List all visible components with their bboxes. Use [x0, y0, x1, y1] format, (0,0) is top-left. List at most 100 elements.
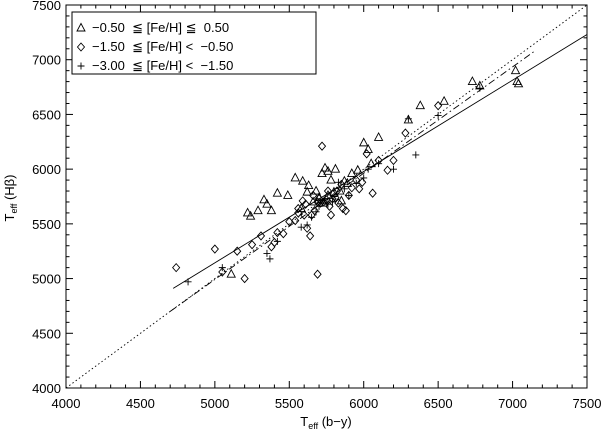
data-point-diamond: [313, 269, 322, 279]
data-point-diamond: [332, 186, 342, 196]
data-point-plus: [263, 249, 271, 257]
data-point-plus: [330, 193, 338, 200]
data-point-triangle: [513, 78, 524, 88]
data-point-plus: [273, 237, 281, 245]
data-point-triangle: [259, 194, 269, 204]
data-point-triangle: [467, 76, 478, 86]
legend-marker-plus: [77, 62, 85, 70]
data-point-plus: [340, 185, 348, 193]
y-tick-label: 5000: [32, 272, 61, 287]
data-point-diamond: [434, 100, 443, 111]
data-point-diamond: [267, 242, 276, 252]
data-point-diamond: [300, 210, 309, 220]
data-point-plus: [375, 160, 383, 168]
data-point-plus: [308, 213, 316, 221]
data-point-triangle: [290, 172, 300, 182]
data-point-plus: [364, 165, 372, 173]
data-point-triangle: [272, 187, 283, 197]
data-point-plus: [324, 200, 332, 208]
data-point-plus: [389, 165, 397, 173]
data-point-plus: [303, 221, 311, 229]
x-tick-label: 5500: [275, 396, 304, 411]
y-tick-label: 4000: [32, 381, 61, 396]
data-point-plus: [321, 196, 329, 204]
x-tick-label: 4500: [126, 396, 155, 411]
data-point-plus: [315, 202, 323, 210]
data-point-diamond: [358, 177, 367, 187]
data-point-triangle: [242, 207, 253, 217]
data-point-triangle: [353, 164, 363, 174]
data-point-plus: [318, 199, 326, 207]
data-point-triangle: [366, 158, 376, 168]
data-point-diamond: [347, 183, 356, 193]
data-point-diamond: [218, 267, 227, 277]
x-tick-label: 7000: [498, 396, 527, 411]
data-points: [172, 65, 524, 286]
data-point-triangle: [317, 168, 327, 177]
data-point-triangle: [320, 162, 330, 172]
data-point-diamond: [383, 165, 392, 175]
data-point-triangle: [330, 163, 341, 173]
data-point-diamond: [256, 231, 266, 241]
data-point-triangle: [296, 203, 306, 212]
data-point-plus: [328, 198, 336, 206]
data-point-diamond: [389, 155, 398, 166]
data-point-plus: [334, 178, 342, 186]
data-point-diamond: [326, 210, 336, 220]
legend-box: [71, 11, 317, 75]
data-point-triangle: [358, 137, 369, 147]
data-point-plus: [345, 191, 353, 199]
data-point-diamond: [291, 215, 300, 226]
data-point-triangle: [415, 100, 426, 110]
data-point-triangle: [297, 175, 308, 185]
data-point-triangle: [302, 186, 312, 196]
x-tick-label: 7500: [573, 396, 602, 411]
data-point-plus: [352, 179, 360, 187]
data-point-diamond: [306, 231, 315, 241]
data-point-plus: [184, 278, 192, 286]
data-point-triangle: [323, 165, 333, 175]
legend-marker-diamond: [76, 42, 86, 52]
fit-line-dashdot: [169, 50, 536, 312]
data-point-diamond: [401, 128, 410, 138]
y-tick-label: 6500: [32, 107, 61, 122]
data-point-triangle: [510, 65, 521, 75]
data-point-triangle: [283, 189, 293, 199]
data-point-diamond: [279, 229, 288, 239]
data-point-diamond: [341, 206, 350, 216]
data-point-triangle: [226, 268, 236, 278]
data-point-diamond: [310, 206, 319, 216]
data-point-diamond: [316, 198, 325, 208]
x-axis-title: Teff (b−y): [300, 414, 351, 431]
data-point-triangle: [439, 95, 449, 105]
data-point-triangle: [262, 198, 272, 208]
legend-label-metal-poor: −3.00 ≦ [Fe/H] < −1.50: [92, 58, 233, 73]
data-point-diamond: [344, 190, 353, 201]
data-point-triangle: [373, 131, 384, 141]
data-point-diamond: [334, 198, 343, 208]
data-point-diamond: [368, 188, 377, 198]
data-point-plus: [312, 208, 320, 216]
legend-symbol-diamond: [76, 42, 86, 52]
data-point-diamond: [294, 203, 303, 214]
legend-label-intermediate: −1.50 ≦ [Fe/H] < −0.50: [92, 39, 233, 54]
legend-label-metal-rich: −0.50 ≦ [Fe/H] ≦ 0.50: [92, 20, 229, 35]
data-point-plus: [404, 115, 412, 123]
plot-frame: [65, 4, 588, 389]
data-point-diamond: [172, 262, 181, 273]
data-point-plus: [218, 264, 226, 272]
legend: −0.50 ≦ [Fe/H] ≦ 0.50 −1.50 ≦ [Fe/H] < −…: [71, 11, 317, 75]
data-point-diamond: [355, 184, 364, 194]
data-point-triangle: [266, 205, 277, 215]
data-point-diamond: [233, 246, 242, 256]
x-tick-label: 6500: [424, 396, 453, 411]
legend-marker-triangle: [76, 22, 86, 32]
data-point-diamond: [301, 199, 310, 209]
x-tick-label: 4000: [52, 396, 81, 411]
data-point-diamond: [303, 223, 312, 233]
data-point-diamond: [294, 208, 303, 218]
data-point-triangle: [335, 185, 345, 195]
data-point-triangle: [363, 143, 373, 153]
data-point-triangle: [342, 177, 353, 187]
